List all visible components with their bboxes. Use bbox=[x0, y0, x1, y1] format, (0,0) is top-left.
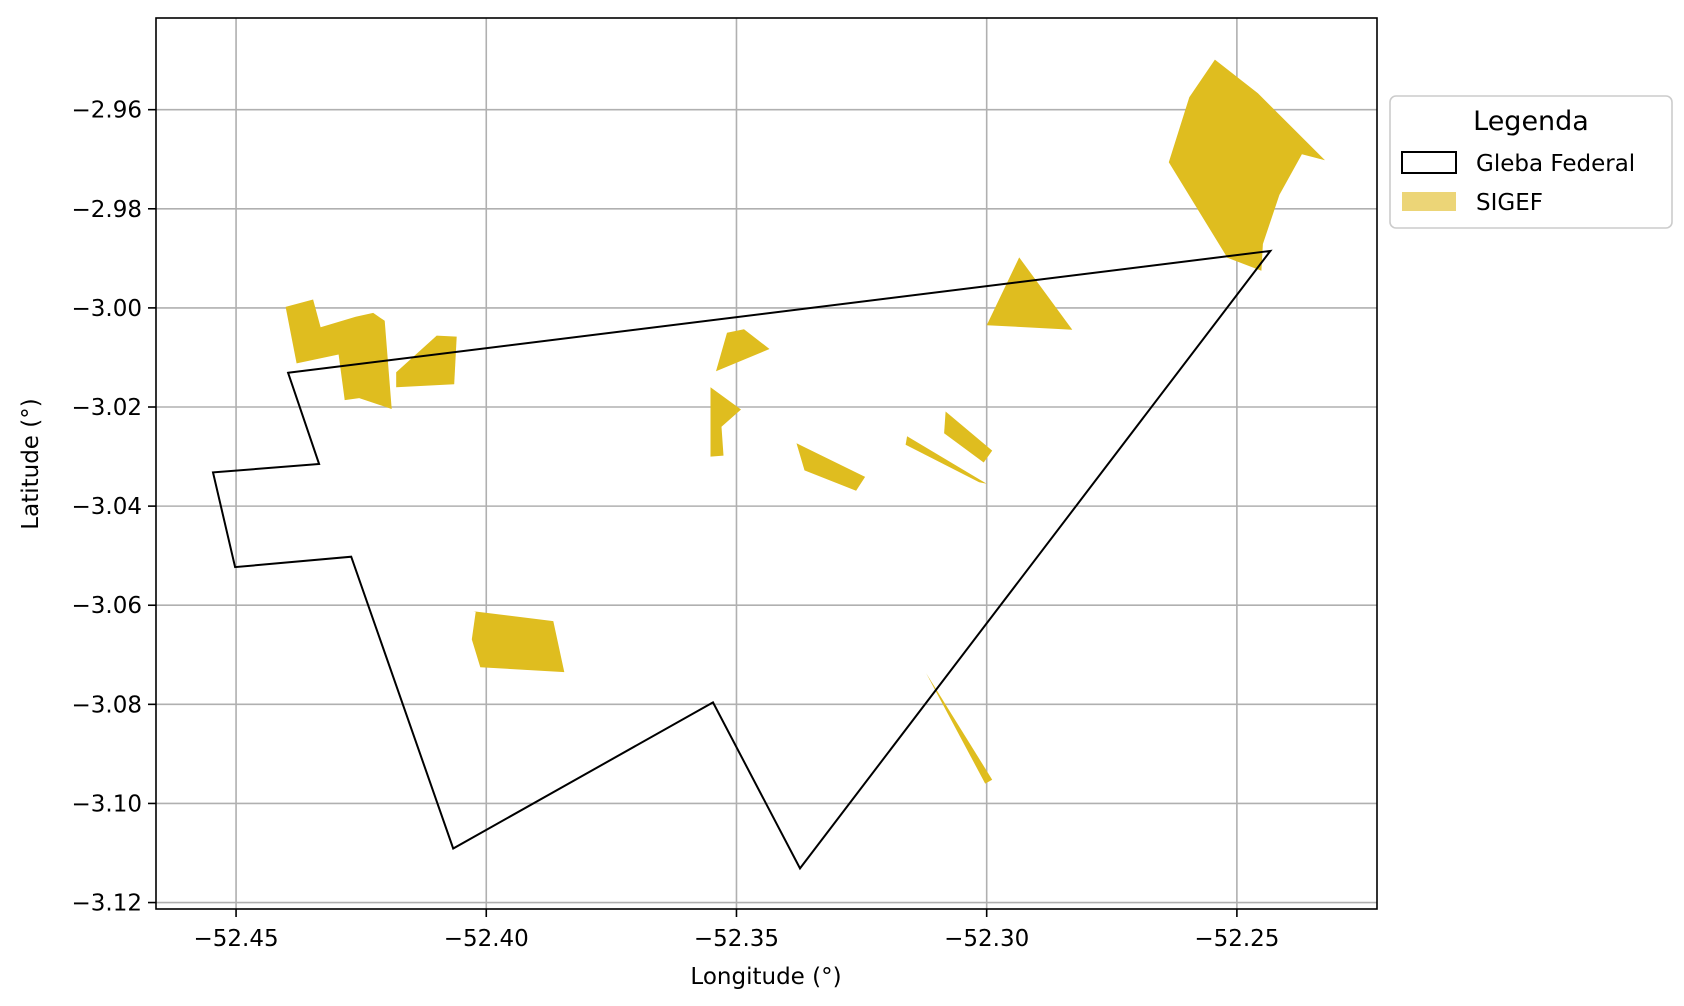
sigef-parcel bbox=[926, 673, 993, 784]
x-tick-label: −52.45 bbox=[194, 926, 279, 952]
plot-frame bbox=[155, 17, 1378, 910]
y-tick-label: −3.12 bbox=[72, 891, 142, 917]
y-tick-label: −3.10 bbox=[72, 791, 142, 817]
gleba-federal-boundary bbox=[211, 249, 1273, 871]
sigef-parcel bbox=[396, 335, 457, 388]
x-axis-label: Longitude (°) bbox=[690, 964, 841, 990]
axis-ticks: −52.45 −52.40 −52.35 −52.30 −52.25 −2.96 −2.98… bbox=[72, 98, 1280, 952]
x-tick-label: −52.40 bbox=[444, 926, 529, 952]
x-tick-label: −52.25 bbox=[1194, 926, 1279, 952]
sigef-parcel bbox=[944, 411, 993, 463]
legend-label-gleba-federal: Gleba Federal bbox=[1476, 151, 1635, 177]
legend-title: Legenda bbox=[1473, 106, 1589, 137]
legend: Legenda Gleba Federal SIGEF bbox=[1389, 95, 1673, 229]
grid-lines bbox=[156, 18, 1377, 909]
sigef-parcel bbox=[710, 387, 741, 457]
sigef-parcel bbox=[905, 436, 987, 484]
sigef-parcel bbox=[986, 257, 1073, 330]
x-tick-label: −52.30 bbox=[944, 926, 1029, 952]
x-tick-label: −52.35 bbox=[694, 926, 779, 952]
sigef-parcel bbox=[471, 611, 565, 673]
legend-swatch-gleba-federal bbox=[1401, 151, 1457, 174]
y-tick-label: −3.04 bbox=[72, 494, 142, 520]
y-tick-label: −3.06 bbox=[72, 593, 142, 619]
y-tick-label: −3.02 bbox=[72, 395, 142, 421]
sigef-parcel bbox=[1168, 59, 1325, 271]
gleba-federal-polygon bbox=[211, 249, 1273, 871]
y-tick-label: −3.08 bbox=[72, 692, 142, 718]
sigef-parcels bbox=[285, 59, 1325, 784]
y-tick-label: −3.00 bbox=[72, 296, 142, 322]
legend-label-sigef: SIGEF bbox=[1476, 190, 1543, 216]
sigef-parcel bbox=[796, 443, 866, 491]
y-tick-label: −2.98 bbox=[72, 197, 142, 223]
y-axis-label: Latitude (°) bbox=[18, 398, 44, 529]
legend-swatch-sigef bbox=[1402, 192, 1456, 211]
y-tick-label: −2.96 bbox=[72, 98, 142, 124]
sigef-parcel bbox=[716, 329, 770, 372]
sigef-parcel bbox=[285, 299, 392, 409]
legend-box bbox=[1389, 95, 1673, 229]
